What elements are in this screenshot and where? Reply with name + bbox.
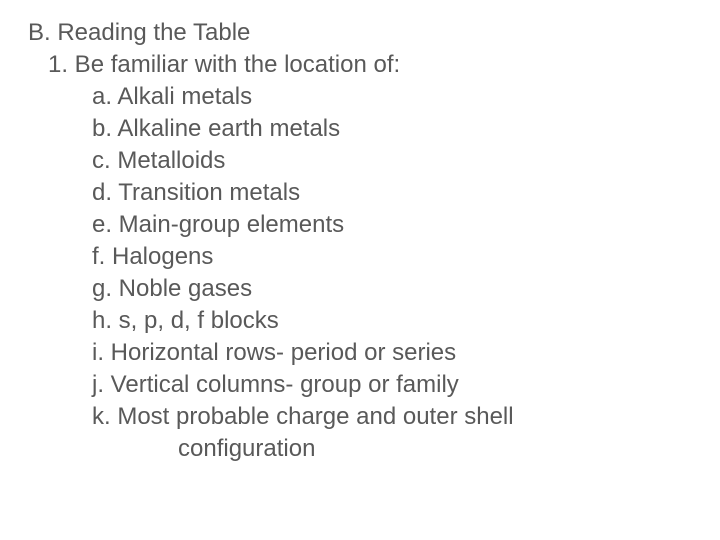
list-item-continuation: configuration bbox=[0, 434, 720, 464]
list-item: d. Transition metals bbox=[0, 178, 720, 208]
subsection-heading: 1. Be familiar with the location of: bbox=[0, 50, 720, 80]
list-item: g. Noble gases bbox=[0, 274, 720, 304]
list-item: b. Alkaline earth metals bbox=[0, 114, 720, 144]
document-content: B. Reading the Table 1. Be familiar with… bbox=[0, 18, 720, 464]
list-item: e. Main-group elements bbox=[0, 210, 720, 240]
list-item: k. Most probable charge and outer shell bbox=[0, 402, 720, 432]
list-item: f. Halogens bbox=[0, 242, 720, 272]
list-item: h. s, p, d, f blocks bbox=[0, 306, 720, 336]
list-item: c. Metalloids bbox=[0, 146, 720, 176]
list-item: j. Vertical columns- group or family bbox=[0, 370, 720, 400]
list-item: i. Horizontal rows- period or series bbox=[0, 338, 720, 368]
section-heading: B. Reading the Table bbox=[0, 18, 720, 48]
list-item: a. Alkali metals bbox=[0, 82, 720, 112]
